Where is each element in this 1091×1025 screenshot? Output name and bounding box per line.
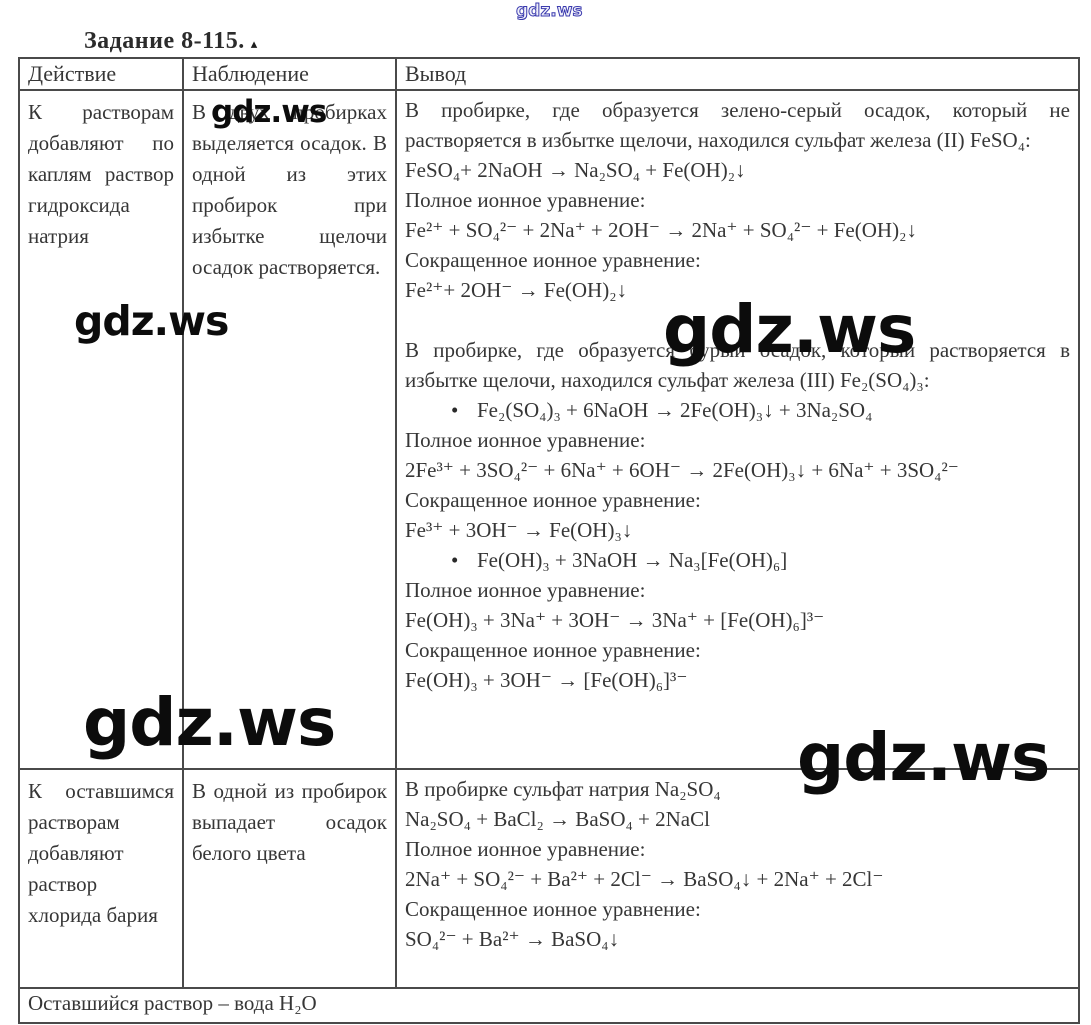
conclusion-line: Сокращенное ионное уравнение: bbox=[405, 248, 701, 272]
conclusion-line: Полное ионное уравнение: bbox=[405, 188, 646, 212]
equation-line: SO₄²⁻ + Ba²⁺ → BaSO₄↓ bbox=[405, 927, 620, 951]
equation-line: 2Fe³⁺ + 3SO₄²⁻ + 6Na⁺ + 6OH⁻ → 2Fe(OH)₃↓… bbox=[405, 458, 959, 482]
page-title: Задание 8-115. ▴ bbox=[84, 28, 258, 55]
conclusion-line: Полное ионное уравнение: bbox=[405, 837, 646, 861]
equation-line: 2Na⁺ + SO₄²⁻ + Ba²⁺ + 2Cl⁻ → BaSO₄↓ + 2N… bbox=[405, 867, 884, 891]
bullet-equation-line: • Fe(OH)₃ + 3NaOH → Na₃[Fe(OH)₆] bbox=[405, 545, 1070, 575]
title-mark: ▴ bbox=[250, 36, 258, 51]
action-text: К растворам добавляют по каплям раствор … bbox=[28, 100, 174, 248]
conclusion-line: Полное ионное уравнение: bbox=[405, 428, 646, 452]
watermark-top: gdz.ws bbox=[516, 1, 584, 21]
conclusion-line: Полное ионное уравнение: bbox=[405, 578, 646, 602]
bullet-icon: • bbox=[451, 398, 459, 422]
equation-line: Fe²⁺+ 2OH⁻ → Fe(OH)₂↓ bbox=[405, 278, 628, 302]
conclusion-line: Сокращенное ионное уравнение: bbox=[405, 897, 701, 921]
equation-line: Fe(OH)₃ + 3OH⁻ → [Fe(OH)₆]³⁻ bbox=[405, 668, 688, 692]
conclusion-line: В пробирке сульфат натрия Na₂SO₄ bbox=[405, 777, 721, 801]
bullet-equation-line: • Fe₂(SO₄)₃ + 6NaOH → 2Fe(OH)₃↓ + 3Na₂SO₄ bbox=[405, 395, 1070, 425]
equation-line: Fe²⁺ + SO₄²⁻ + 2Na⁺ + 2OH⁻ → 2Na⁺ + SO₄²… bbox=[405, 218, 917, 242]
page-title-text: Задание 8-115. bbox=[84, 28, 245, 54]
conclusion-line: Сокращенное ионное уравнение: bbox=[405, 488, 701, 512]
table-header-row: Действие Наблюдение Вывод bbox=[18, 57, 1080, 91]
header-observation: Наблюдение bbox=[182, 57, 397, 91]
equation-text: Fe(OH)₃ + 3NaOH → Na₃[Fe(OH)₆] bbox=[477, 548, 788, 572]
conclusion-line: Сокращенное ионное уравнение: bbox=[405, 638, 701, 662]
table-row: К растворам добавляют по каплям раствор … bbox=[18, 89, 1080, 770]
conclusion-line: В пробирке, где образуется зелено-серый … bbox=[405, 98, 1070, 152]
bullet-icon: • bbox=[451, 548, 459, 572]
observation-cell: В одной из пробирок выпадает осадок бело… bbox=[182, 768, 397, 989]
action-text: К оставшимся растворам добавляют раствор… bbox=[28, 779, 174, 927]
equation-line: Fe³⁺ + 3OH⁻ → Fe(OH)₃↓ bbox=[405, 518, 633, 542]
observation-cell: В двух пробирках выделяется осадок. В од… bbox=[182, 89, 397, 770]
equation-line: Na₂SO₄ + BaCl₂ → BaSO₄ + 2NaCl bbox=[405, 807, 710, 831]
observation-text: В одной из пробирок выпадает осадок бело… bbox=[192, 779, 387, 865]
conclusion-cell: В пробирке, где образуется зелено-серый … bbox=[395, 89, 1080, 770]
solution-table: Действие Наблюдение Вывод К растворам до… bbox=[18, 57, 1080, 1024]
blank-line bbox=[405, 305, 1070, 335]
equation-text: Fe₂(SO₄)₃ + 6NaOH → 2Fe(OH)₃↓ + 3Na₂SO₄ bbox=[477, 398, 873, 422]
equation-line: FeSO₄+ 2NaOH → Na₂SO₄ + Fe(OH)₂↓ bbox=[405, 158, 746, 182]
header-conclusion: Вывод bbox=[395, 57, 1080, 91]
action-cell: К растворам добавляют по каплям раствор … bbox=[18, 89, 184, 770]
conclusion-cell: В пробирке сульфат натрия Na₂SO₄ Na₂SO₄ … bbox=[395, 768, 1080, 989]
table-footer-row: Оставшийся раствор – вода H₂O bbox=[18, 987, 1080, 1024]
action-cell: К оставшимся растворам добавляют раствор… bbox=[18, 768, 184, 989]
table-row: К оставшимся растворам добавляют раствор… bbox=[18, 768, 1080, 989]
header-action: Действие bbox=[18, 57, 184, 91]
observation-text: В двух пробирках выделяется осадок. В од… bbox=[192, 100, 387, 279]
conclusion-line: В пробирке, где образуется бурый осадок,… bbox=[405, 338, 1070, 392]
footer-cell: Оставшийся раствор – вода H₂O bbox=[18, 987, 1080, 1024]
equation-line: Fe(OH)₃ + 3Na⁺ + 3OH⁻ → 3Na⁺ + [Fe(OH)₆]… bbox=[405, 608, 825, 632]
